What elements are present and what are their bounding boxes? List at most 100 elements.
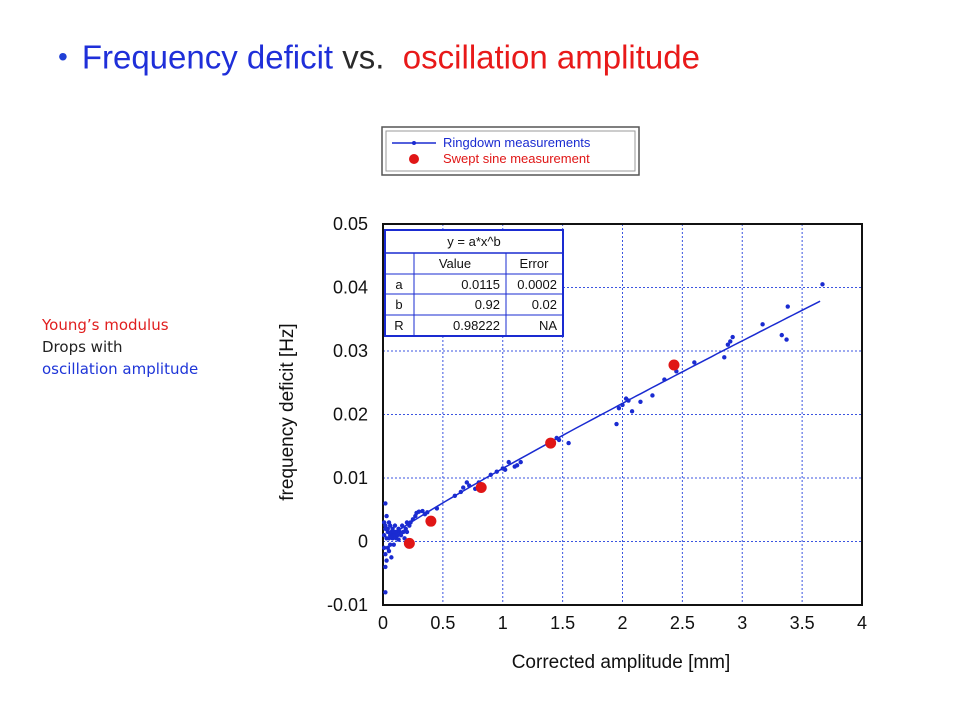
fit-table-row-a-error: 0.0002 <box>517 277 557 292</box>
side-note: Young’s modulus Drops with oscillation a… <box>42 314 198 380</box>
x-tick-label: 2.5 <box>670 613 695 633</box>
ringdown-point <box>420 508 425 514</box>
ringdown-point <box>404 520 410 525</box>
ringdown-points <box>381 282 825 595</box>
y-tick-label: 0.03 <box>333 341 368 361</box>
legend: Ringdown measurements Swept sine measure… <box>381 126 640 176</box>
ringdown-point <box>514 463 520 468</box>
ringdown-point <box>467 483 472 488</box>
ringdown-point <box>518 459 523 465</box>
ringdown-point <box>425 510 430 515</box>
ringdown-point <box>392 523 398 528</box>
swept-sine-point <box>668 359 680 371</box>
fit-table-row-b-error: 0.02 <box>532 297 557 312</box>
y-tick-label: 0 <box>358 532 368 552</box>
ringdown-point <box>416 509 422 514</box>
ringdown-point <box>404 529 410 535</box>
ringdown-point <box>408 520 413 525</box>
x-tick-label: 3.5 <box>790 613 815 633</box>
fit-table-row-a-value: 0.0115 <box>461 277 500 292</box>
ringdown-point <box>391 542 396 547</box>
ringdown-point <box>461 485 466 490</box>
ringdown-point <box>387 523 393 528</box>
y-tick-label: 0.05 <box>333 214 368 234</box>
swept-sine-point <box>403 537 415 549</box>
ringdown-point <box>662 377 667 382</box>
ringdown-point <box>401 529 406 535</box>
legend-label-swept: Swept sine measurement <box>443 151 590 166</box>
x-tick-label: 0.5 <box>430 613 455 633</box>
x-tick-label: 3 <box>737 613 747 633</box>
ringdown-point <box>390 536 395 541</box>
ringdown-point <box>784 337 789 342</box>
ringdown-point <box>779 332 784 338</box>
y-tick-label: 0.02 <box>333 405 368 425</box>
fit-table-row-r-error: NA <box>539 318 557 333</box>
ringdown-point <box>728 339 733 344</box>
tick-labels: 0 0.5 1 1.5 2 2.5 3 3.5 4 -0.01 0 0.01 0.02 0.03 0.04 0… <box>327 214 867 633</box>
ringdown-point <box>381 532 387 538</box>
ringdown-point <box>458 489 464 495</box>
side-note-line2: Drops with <box>42 338 123 356</box>
slide-title: • Frequency deficit vs. oscillation ampli… <box>58 36 700 86</box>
ringdown-point <box>730 334 735 340</box>
ringdown-point <box>452 493 458 498</box>
ringdown-point <box>722 355 727 360</box>
ringdown-point <box>506 459 511 465</box>
ringdown-point <box>556 437 562 443</box>
ringdown-point <box>386 548 392 554</box>
title-part-oscillation-amplitude: oscillation amplitude <box>402 38 700 76</box>
x-tick-label: 1 <box>498 613 508 633</box>
fit-table-header-error: Error <box>520 256 550 271</box>
ringdown-point <box>566 440 571 446</box>
x-axis-label: Corrected amplitude [mm] <box>512 652 731 673</box>
ringdown-point <box>383 590 388 595</box>
ringdown-point <box>620 402 625 408</box>
y-tick-label: 0.04 <box>333 278 368 298</box>
ringdown-point <box>725 342 731 347</box>
ringdown-point <box>760 322 765 327</box>
fit-table-row-r-label: R <box>394 318 403 333</box>
ringdown-point <box>399 523 405 528</box>
ringdown-point <box>383 552 388 557</box>
ringdown-point <box>494 469 499 474</box>
ringdown-point <box>638 399 643 404</box>
ringdown-point <box>385 529 390 535</box>
y-axis-label: frequency deficit [Hz] <box>277 323 298 500</box>
x-tick-label: 0 <box>378 613 388 633</box>
swept-sine-point <box>545 437 557 449</box>
ringdown-point <box>650 393 655 398</box>
ringdown-point <box>389 555 394 560</box>
x-tick-label: 4 <box>857 613 867 633</box>
ringdown-point <box>614 421 619 427</box>
title-part-frequency-deficit: Frequency deficit <box>81 38 334 76</box>
ringdown-point <box>383 501 388 506</box>
side-note-line3: oscillation amplitude <box>42 360 199 378</box>
ringdown-point <box>692 360 697 365</box>
swept-sine-point <box>425 515 437 527</box>
fit-table-row-b-label: b <box>395 297 402 312</box>
ringdown-point <box>381 545 387 551</box>
x-tick-label: 2 <box>617 613 627 633</box>
ringdown-point <box>616 405 622 411</box>
ringdown-point <box>629 409 635 414</box>
ringdown-point <box>434 506 440 511</box>
fit-curve-path <box>384 300 821 541</box>
y-tick-label: -0.01 <box>327 595 368 615</box>
ringdown-point <box>395 532 400 538</box>
grid <box>383 224 862 605</box>
ringdown-point <box>410 517 416 522</box>
ringdown-point <box>384 558 389 563</box>
fit-table-row-a-label: a <box>395 277 403 292</box>
ringdown-point <box>396 537 401 542</box>
ringdown-point <box>502 467 508 472</box>
swept-sine-point <box>475 482 487 494</box>
legend-dot-swept <box>409 154 419 164</box>
swept-sine-points <box>403 359 680 549</box>
ringdown-point <box>385 526 390 531</box>
x-tick-label: 1.5 <box>550 613 575 633</box>
ringdown-point <box>398 532 404 538</box>
ringdown-point <box>383 523 388 528</box>
title-bullet: • <box>58 41 68 73</box>
